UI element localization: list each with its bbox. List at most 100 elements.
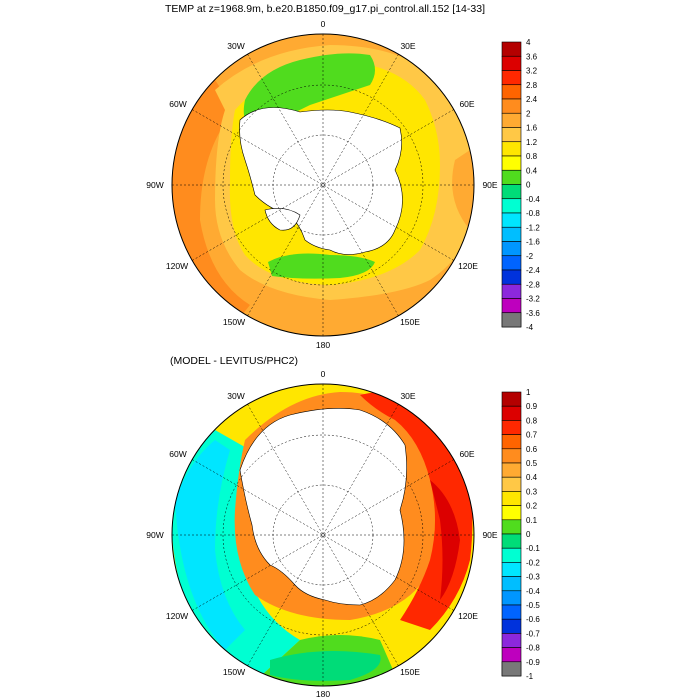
top-colorbar: 4 3.6 3.2 2.8 2.4 2 1.6 1.2 0.8 0.4 0 -0.4 -0.8 -1.2 -… bbox=[501, 38, 540, 332]
top-colorbar-label: -1.6 bbox=[526, 238, 540, 247]
bottom-lon-90e: 90E bbox=[482, 530, 497, 540]
top-colorbar-label: -2.4 bbox=[526, 266, 540, 275]
bottom-lon-60e: 60E bbox=[459, 449, 474, 459]
bottom-colorbar-label: 0.1 bbox=[526, 516, 538, 525]
bottom-lon-180: 180 bbox=[316, 689, 330, 699]
bottom-colorbar-swatch bbox=[501, 590, 522, 606]
bottom-colorbar-swatch bbox=[501, 618, 522, 634]
top-lon-labels: 0 30E 60E 90E 120E 150E 180 150W 120W 90… bbox=[146, 19, 498, 350]
top-colorbar-label: -0.8 bbox=[526, 209, 540, 218]
top-colorbar-label: 2.8 bbox=[526, 81, 538, 90]
top-lon-180: 180 bbox=[316, 340, 330, 350]
top-colorbar-swatch bbox=[501, 169, 522, 185]
bottom-region-darkred-east bbox=[430, 480, 460, 600]
top-lon-60w: 60W bbox=[169, 99, 186, 109]
top-colorbar-label: 2 bbox=[526, 109, 531, 118]
top-colorbar-label: -2.8 bbox=[526, 280, 540, 289]
bottom-colorbar-label: 0.5 bbox=[526, 459, 538, 468]
top-colorbar-swatch bbox=[501, 184, 522, 200]
top-antarctica-land bbox=[239, 107, 403, 255]
top-colorbar-label: 0.8 bbox=[526, 152, 538, 161]
top-colorbar-label: -3.6 bbox=[526, 309, 540, 318]
top-colorbar-swatch bbox=[501, 84, 522, 100]
top-lon-60e: 60E bbox=[459, 99, 474, 109]
bottom-colorbar-label: -0.4 bbox=[526, 587, 540, 596]
bottom-colorbar-swatch bbox=[501, 576, 522, 592]
top-colorbar-swatch bbox=[501, 298, 522, 314]
bottom-map bbox=[171, 383, 475, 687]
top-colorbar-label: -2 bbox=[526, 252, 534, 261]
top-colorbar-label: 3.6 bbox=[526, 52, 538, 61]
top-ross-shelf bbox=[264, 208, 301, 231]
bottom-colorbar-label: -0.9 bbox=[526, 658, 540, 667]
top-colorbar-swatch bbox=[501, 155, 522, 171]
top-colorbar-label: 0.4 bbox=[526, 166, 538, 175]
bottom-lon-30e: 30E bbox=[400, 391, 415, 401]
top-colorbar-swatch bbox=[501, 255, 522, 271]
bottom-colorbar-swatch bbox=[501, 547, 522, 563]
top-colorbar-swatch bbox=[501, 283, 522, 299]
bottom-antarctica-land bbox=[239, 408, 407, 606]
top-colorbar-swatch bbox=[501, 70, 522, 86]
bottom-lon-30w: 30W bbox=[227, 391, 244, 401]
bottom-lon-90w: 90W bbox=[146, 530, 163, 540]
bottom-colorbar-swatch bbox=[501, 661, 522, 677]
bottom-lon-150e: 150E bbox=[400, 667, 420, 677]
bottom-colorbar-swatch bbox=[501, 476, 522, 492]
bottom-colorbar-label: -0.3 bbox=[526, 573, 540, 582]
top-colorbar-swatch bbox=[501, 127, 522, 143]
top-colorbar-label: 4 bbox=[526, 38, 531, 47]
bottom-colorbar-swatch bbox=[501, 505, 522, 521]
bottom-lon-labels: 0 30E 60E 90E 120E 150E 180 150W 120W 90… bbox=[146, 369, 498, 699]
top-lon-30e: 30E bbox=[400, 41, 415, 51]
top-colorbar-swatch bbox=[501, 212, 522, 228]
top-colorbar-swatch bbox=[501, 312, 522, 328]
bottom-colorbar-label: 0 bbox=[526, 530, 531, 539]
bottom-colorbar-swatch bbox=[501, 519, 522, 535]
bottom-colorbar-label: 0.2 bbox=[526, 502, 538, 511]
bottom-colorbar-label: 0.4 bbox=[526, 473, 538, 482]
bottom-panel-title: (MODEL - LEVITUS/PHC2) bbox=[170, 355, 298, 367]
top-colorbar-label: 1.2 bbox=[526, 138, 538, 147]
top-colorbar-label: 1.6 bbox=[526, 124, 538, 133]
bottom-colorbar-label: -0.6 bbox=[526, 615, 540, 624]
bottom-lon-0: 0 bbox=[321, 369, 326, 379]
bottom-colorbar-swatch bbox=[501, 391, 522, 407]
bottom-colorbar-swatch bbox=[501, 420, 522, 435]
bottom-colorbar-swatch bbox=[501, 491, 522, 506]
bottom-colorbar-swatch bbox=[501, 633, 522, 648]
top-colorbar-swatch bbox=[501, 112, 522, 128]
top-colorbar-label: 0 bbox=[526, 181, 531, 190]
top-colorbar-label: -3.2 bbox=[526, 295, 540, 304]
top-colorbar-swatch bbox=[501, 269, 522, 285]
bottom-lon-60w: 60W bbox=[169, 449, 186, 459]
bottom-colorbar-swatch bbox=[501, 533, 522, 549]
top-colorbar-swatch bbox=[501, 55, 522, 71]
bottom-colorbar-label: -0.2 bbox=[526, 558, 540, 567]
bottom-colorbar-label: -0.1 bbox=[526, 544, 540, 553]
bottom-colorbar-swatch bbox=[501, 562, 522, 577]
top-lon-150w: 150W bbox=[223, 317, 245, 327]
top-colorbar-swatch bbox=[501, 41, 522, 57]
bottom-colorbar-label: 0.8 bbox=[526, 416, 538, 425]
top-lon-90w: 90W bbox=[146, 180, 163, 190]
bottom-colorbar-label: 0.9 bbox=[526, 402, 538, 411]
bottom-colorbar-label: 0.3 bbox=[526, 487, 538, 496]
top-colorbar-swatch bbox=[501, 198, 522, 214]
bottom-colorbar-label: 0.6 bbox=[526, 445, 538, 454]
top-colorbar-swatch bbox=[501, 241, 522, 257]
bottom-lon-120w: 120W bbox=[166, 611, 188, 621]
bottom-colorbar-label: -0.7 bbox=[526, 629, 540, 638]
bottom-colorbar-swatch bbox=[501, 462, 522, 478]
bottom-colorbar-label: -1 bbox=[526, 672, 534, 681]
bottom-colorbar-label: -0.8 bbox=[526, 644, 540, 653]
bottom-graticule bbox=[172, 384, 474, 686]
bottom-colorbar-swatch bbox=[501, 604, 522, 620]
top-lon-150e: 150E bbox=[400, 317, 420, 327]
bottom-lon-150w: 150W bbox=[223, 667, 245, 677]
bottom-colorbar: 1 0.9 0.8 0.7 0.6 0.5 0.4 0.3 0.2 0.1 0 -0.1 -0.2 -0.… bbox=[501, 388, 540, 681]
top-colorbar-label: -1.2 bbox=[526, 223, 540, 232]
top-colorbar-label: -4 bbox=[526, 323, 534, 332]
bottom-lon-120e: 120E bbox=[458, 611, 478, 621]
